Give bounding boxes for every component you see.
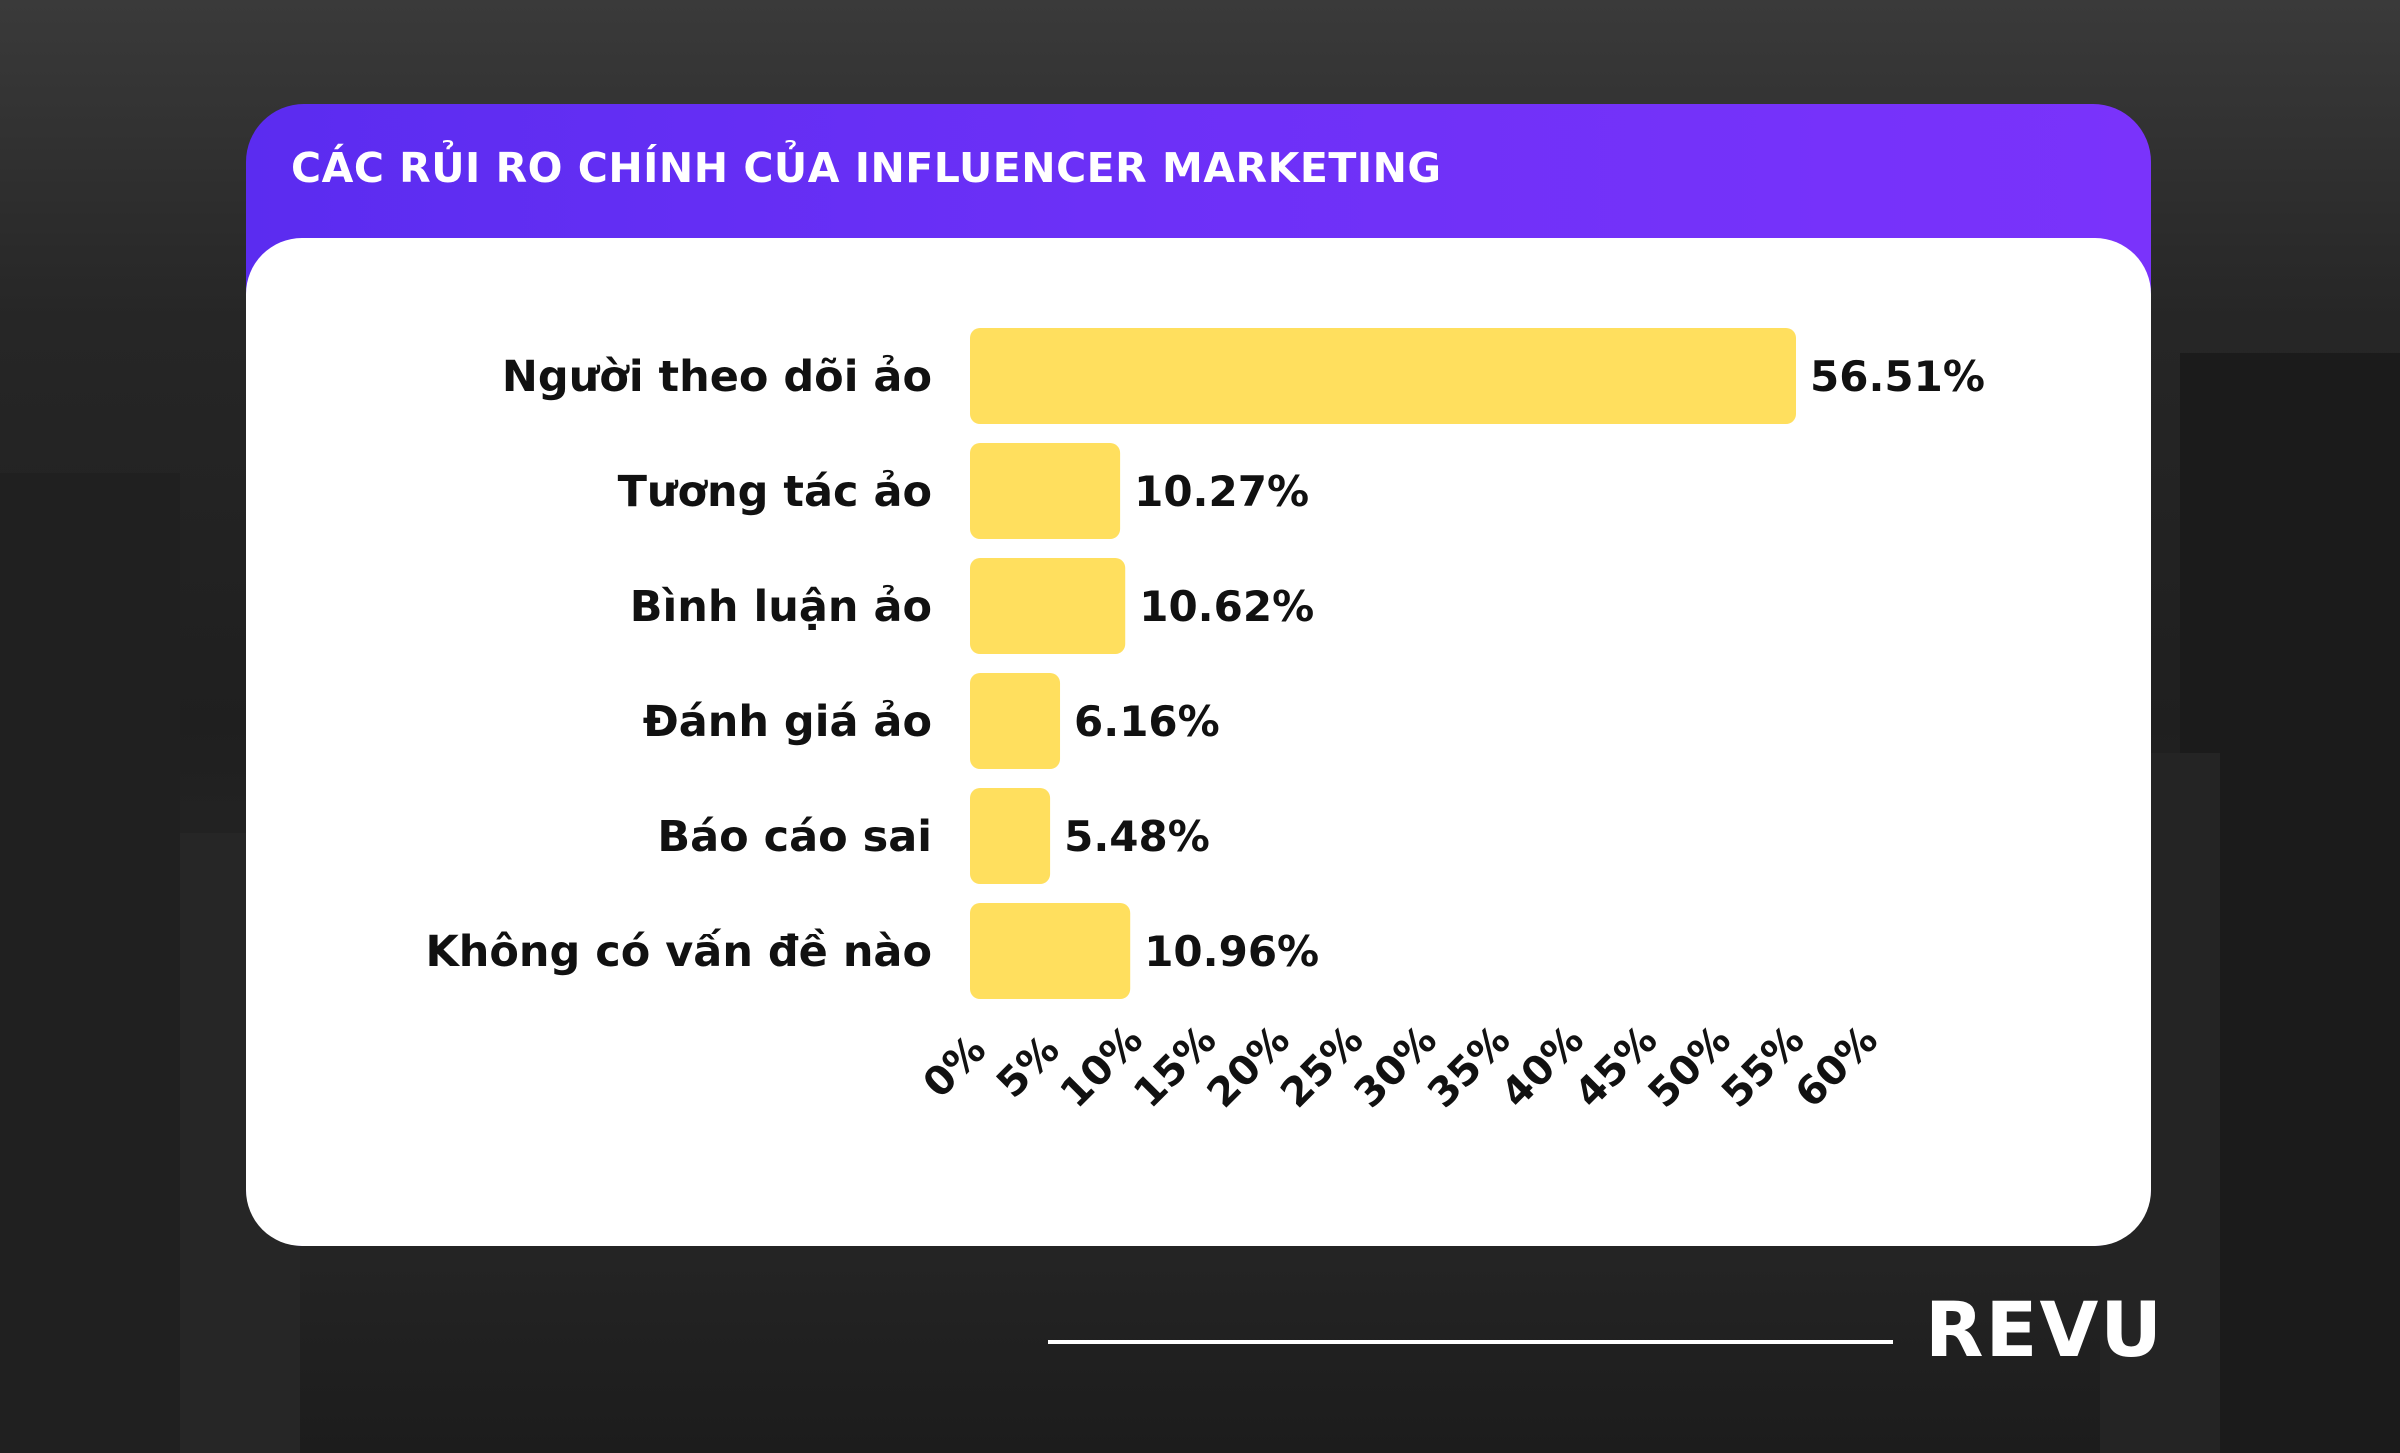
bar [970,788,1051,884]
category-label: Tương tác ảo [618,467,932,517]
x-tick-label: 45% [1566,1017,1666,1117]
category-label: Đánh giá ảo [643,697,932,747]
category-label: Báo cáo sai [657,812,932,862]
chart-title: CÁC RỦI RO CHÍNH CỦA INFLUENCER MARKETIN… [291,144,1442,192]
x-tick-label: 20% [1199,1017,1299,1117]
x-tick-label: 15% [1125,1017,1225,1117]
x-tick-label: 30% [1346,1017,1446,1117]
bar [970,443,1121,539]
revu-logo: REVU [1925,1285,2164,1374]
data-label: 56.51% [1810,352,1985,401]
x-tick-label: 35% [1419,1017,1519,1117]
x-tick-label: 55% [1713,1017,1813,1117]
x-tick-label: 60% [1787,1017,1887,1117]
bar-chart: Người theo dõi ảo 56.51% Tương tác ảo 10.27… [425,328,1985,1117]
data-label: 6.16% [1074,697,1220,746]
data-label: 10.27% [1134,467,1309,516]
x-tick-label: 10% [1052,1017,1152,1117]
data-label: 5.48% [1064,812,1210,861]
x-tick-label: 25% [1272,1017,1372,1117]
bar [970,903,1131,999]
category-label: Bình luận ảo [630,582,932,632]
bar [970,673,1061,769]
category-label: Người theo dõi ảo [502,352,932,402]
x-tick-label: 0% [915,1027,996,1108]
x-tick-label: 5% [988,1027,1069,1108]
x-tick-label: 40% [1493,1017,1593,1117]
footer-divider [1048,1340,1893,1344]
bar [970,328,1796,424]
data-label: 10.96% [1144,927,1319,976]
x-tick-label: 50% [1640,1017,1740,1117]
data-label: 10.62% [1139,582,1314,631]
category-label: Không có vấn đề nào [425,927,932,977]
bar [970,558,1126,654]
